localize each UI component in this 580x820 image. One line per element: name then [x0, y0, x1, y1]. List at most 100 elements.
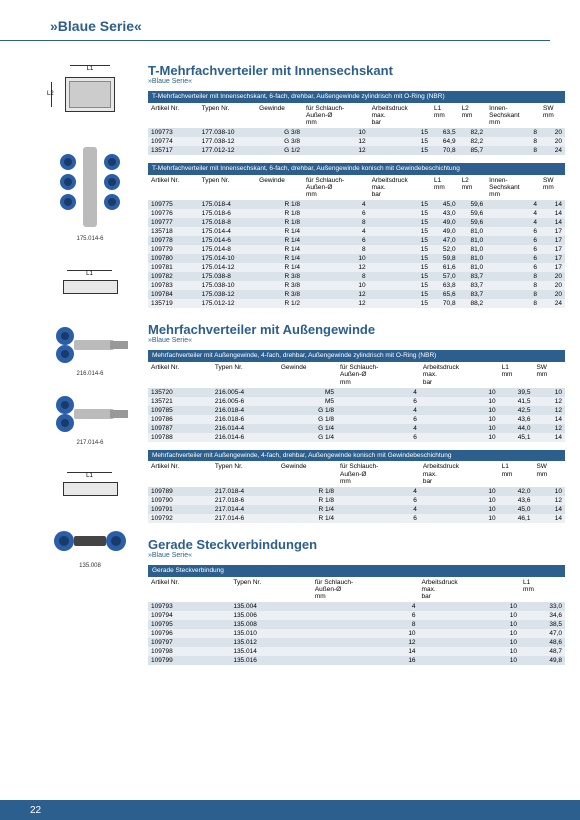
cell: 109796	[148, 629, 230, 638]
col-header: Typen Nr.	[230, 577, 312, 602]
cell: 109786	[148, 415, 212, 424]
cell: 6	[486, 236, 540, 245]
col-header: Gewinde	[256, 103, 303, 128]
cell: 70,8	[431, 146, 459, 155]
cell: 216.014-4	[212, 424, 278, 433]
photo-label-3: 135.008	[40, 563, 140, 569]
col-header: L1mm	[499, 362, 534, 387]
table-row: 109793135.00441033,0	[148, 602, 565, 611]
cell: 177.038-12	[199, 137, 257, 146]
cell: 15	[369, 209, 431, 218]
section3-sub: »Blaue Serie«	[148, 552, 565, 559]
cell: 24	[540, 146, 565, 155]
cell: 14	[540, 218, 565, 227]
cell: 49,0	[431, 218, 459, 227]
s2t1-caption: Mehrfachverteiler mit Außengewinde, 4-fa…	[148, 350, 565, 362]
cell: 15	[369, 218, 431, 227]
cell: 43,6	[499, 496, 534, 505]
table-row: 135721216.005-6M561041,512	[148, 397, 565, 406]
cell: 14	[533, 415, 565, 424]
col-header: Gewinde	[278, 362, 337, 387]
cell: 63,5	[431, 128, 459, 137]
table-row: 109796135.010101047,0	[148, 629, 565, 638]
cell: 175.014-4	[199, 227, 257, 236]
cell: 10	[419, 647, 520, 656]
cell: 175.038-10	[199, 281, 257, 290]
cell: 82,2	[459, 137, 487, 146]
s2-table2: Artikel Nr.Typen Nr.Gewindefür Schlauch-…	[148, 461, 565, 522]
cell: 10	[303, 128, 369, 137]
cell: 12	[312, 638, 419, 647]
dim-l1-s2: L1	[67, 270, 112, 277]
cell: 109795	[148, 620, 230, 629]
cell: 109774	[148, 137, 199, 146]
cell: 59,6	[459, 200, 487, 209]
cell: 12	[303, 146, 369, 155]
cell: 15	[369, 263, 431, 272]
cell: 109793	[148, 602, 230, 611]
table-row: 109774177.038-12G 3/8121564,982,2820	[148, 137, 565, 146]
cell: 20	[540, 290, 565, 299]
cell: 14	[540, 200, 565, 209]
table-row: 109778175.014-6R 1/461547,081,0617	[148, 236, 565, 245]
cell: 175.014-6	[199, 236, 257, 245]
cell: 109790	[148, 496, 212, 505]
cell: 6	[337, 397, 420, 406]
cell: 8	[303, 272, 369, 281]
table-row: 135717177.012-12G 1/2121570,885,7824	[148, 146, 565, 155]
cell: 12	[303, 299, 369, 308]
col-header: für Schlauch-Außen-Ømm	[337, 461, 420, 486]
cell: 8	[486, 272, 540, 281]
cell: R 1/4	[256, 263, 303, 272]
photo-label-1: 175.014-6	[40, 236, 140, 242]
cell: 10	[420, 406, 499, 415]
col-header: für Schlauch-Außen-Ømm	[303, 103, 369, 128]
cell: 70,8	[431, 299, 459, 308]
cell: 109781	[148, 263, 199, 272]
col-header: L1mm	[431, 103, 459, 128]
cell: 10	[420, 487, 499, 496]
cell: 175.018-4	[199, 200, 257, 209]
cell: 42,0	[499, 487, 534, 496]
table-row: 135718175.014-4R 1/441549,081,0617	[148, 227, 565, 236]
cell: G 1/4	[278, 424, 337, 433]
cell: 10	[533, 388, 565, 397]
cell: 17	[540, 227, 565, 236]
cell: 10	[420, 505, 499, 514]
cell: 135717	[148, 146, 199, 155]
cell: 12	[303, 290, 369, 299]
cell: 109779	[148, 245, 199, 254]
cell: 135721	[148, 397, 212, 406]
table-row: 109781175.014-12R 1/4121561,681,0617	[148, 263, 565, 272]
table-row: 109786216.018-6G 1/861043,614	[148, 415, 565, 424]
cell: 109797	[148, 638, 230, 647]
cell: 109778	[148, 236, 199, 245]
cell: 135720	[148, 388, 212, 397]
s1-table1: Artikel Nr.Typen Nr.Gewindefür Schlauch-…	[148, 103, 565, 155]
table-row: 109784175.038-12R 3/8121565,683,7820	[148, 290, 565, 299]
cell: 10	[419, 602, 520, 611]
cell: 6	[486, 227, 540, 236]
cell: 88,2	[459, 299, 487, 308]
cell: 177.038-10	[199, 128, 257, 137]
cell: 10	[420, 388, 499, 397]
col-header: Artikel Nr.	[148, 362, 212, 387]
col-header: Artikel Nr.	[148, 577, 230, 602]
col-header: SWmm	[533, 461, 565, 486]
cell: 8	[312, 620, 419, 629]
cell: 135.004	[230, 602, 312, 611]
cell: 6	[486, 254, 540, 263]
cell: G 1/8	[278, 415, 337, 424]
s3t1-caption: Gerade Steckverbindung	[148, 565, 565, 577]
cell: 44,0	[499, 424, 534, 433]
cell: 4	[303, 200, 369, 209]
cell: 8	[303, 245, 369, 254]
cell: 49,0	[431, 227, 459, 236]
col-header: SWmm	[533, 362, 565, 387]
cell: 15	[369, 254, 431, 263]
table-row: 135719175.012-12R 1/2121570,888,2824	[148, 299, 565, 308]
cell: 135719	[148, 299, 199, 308]
cell: R 1/8	[278, 487, 337, 496]
cell: 12	[533, 406, 565, 415]
cell: 4	[486, 200, 540, 209]
